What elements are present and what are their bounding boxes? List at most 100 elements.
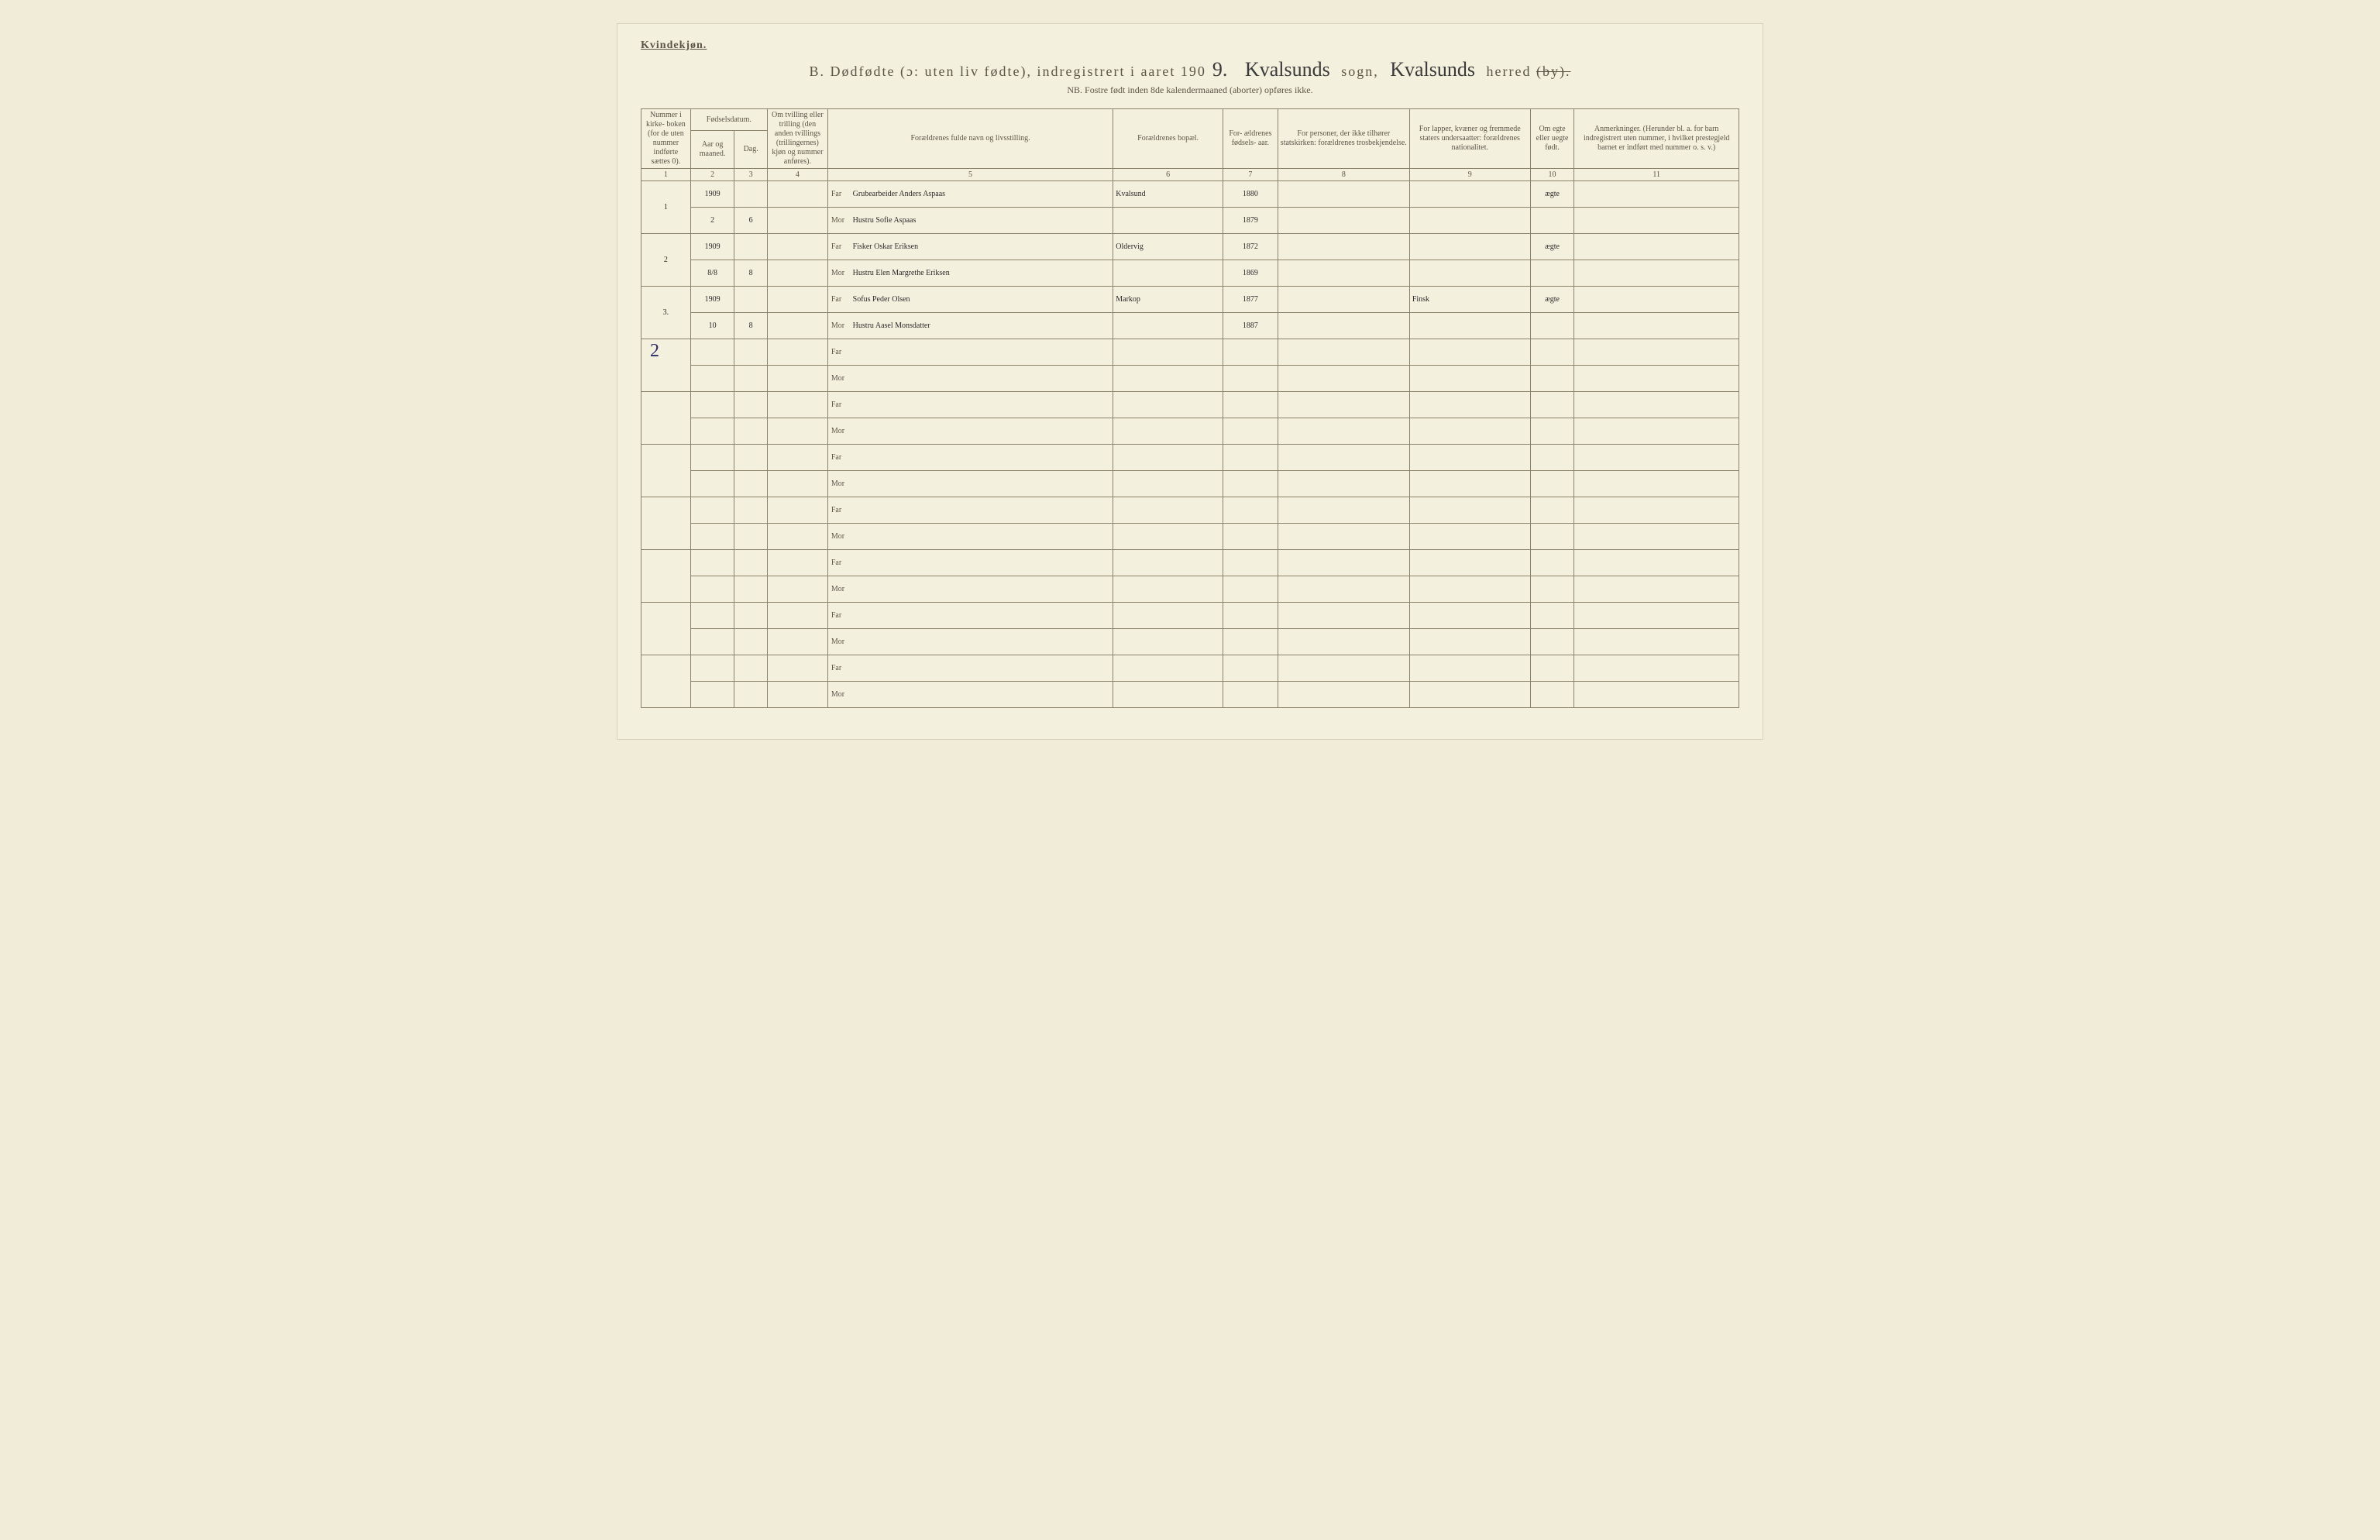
cell-name-mor [850, 629, 1113, 655]
cell-nat [1409, 181, 1530, 208]
col-header-3: Dag. [734, 131, 768, 169]
cell-year-month [690, 550, 734, 576]
cell-nat [1409, 576, 1530, 603]
cell-bopael: Kvalsund [1113, 181, 1223, 208]
role-label-far: Far [827, 339, 849, 366]
cell-bopael [1113, 208, 1223, 234]
cell-day [734, 366, 768, 392]
col-header-10: Om egte eller uegte født. [1530, 109, 1574, 169]
cell-num: 1 [641, 181, 691, 234]
cell-year-month [690, 366, 734, 392]
cell-egte [1530, 208, 1574, 234]
cell-nat [1409, 629, 1530, 655]
cell-bopael [1113, 629, 1223, 655]
cell-twin [767, 287, 827, 313]
cell-name-mor [850, 576, 1113, 603]
cell-birthyear: 1879 [1223, 208, 1278, 234]
col-header-1: Nummer i kirke- boken (for de uten numme… [641, 109, 691, 169]
cell-egte [1530, 366, 1574, 392]
cell-year-month: 8/8 [690, 260, 734, 287]
cell-birthyear [1223, 524, 1278, 550]
table-row-mor: 108MorHustru Aasel Monsdatter1887 [641, 313, 1739, 339]
cell-tros [1278, 418, 1409, 445]
cell-day [734, 418, 768, 445]
cell-tros [1278, 392, 1409, 418]
cell-num [641, 445, 691, 497]
table-row-far: Far [641, 497, 1739, 524]
role-label-mor: Mor [827, 366, 849, 392]
col-header-6: Forældrenes bopæl. [1113, 109, 1223, 169]
cell-name-far: Fisker Oskar Eriksen [850, 234, 1113, 260]
table-row-far: Far [641, 392, 1739, 418]
colnum: 7 [1223, 169, 1278, 181]
colnum: 6 [1113, 169, 1223, 181]
cell-year-month [690, 576, 734, 603]
role-label-mor: Mor [827, 208, 849, 234]
role-label-mor: Mor [827, 576, 849, 603]
cell-egte [1530, 655, 1574, 682]
register-table: Nummer i kirke- boken (for de uten numme… [641, 108, 1739, 708]
cell-nat [1409, 313, 1530, 339]
cell-nat [1409, 655, 1530, 682]
col-header-5: Forældrenes fulde navn og livsstilling. [827, 109, 1113, 169]
cell-nat [1409, 392, 1530, 418]
table-row-far: Far [641, 445, 1739, 471]
cell-bopael [1113, 655, 1223, 682]
cell-anm [1574, 418, 1739, 445]
cell-nat [1409, 366, 1530, 392]
cell-day [734, 497, 768, 524]
colnum: 9 [1409, 169, 1530, 181]
cell-egte [1530, 550, 1574, 576]
cell-day [734, 655, 768, 682]
cell-birthyear [1223, 366, 1278, 392]
cell-twin [767, 208, 827, 234]
role-label-far: Far [827, 655, 849, 682]
cell-tros [1278, 287, 1409, 313]
role-label-far: Far [827, 603, 849, 629]
table-row-mor: Mor [641, 576, 1739, 603]
col-header-2-group: Fødselsdatum. [690, 109, 767, 131]
cell-year-month: 1909 [690, 287, 734, 313]
column-number-row: 1 2 3 4 5 6 7 8 9 10 11 [641, 169, 1739, 181]
role-label-mor: Mor [827, 471, 849, 497]
table-row-mor: 26MorHustru Sofie Aspaas1879 [641, 208, 1739, 234]
cell-egte [1530, 392, 1574, 418]
cell-day [734, 550, 768, 576]
cell-year-month [690, 418, 734, 445]
cell-bopael [1113, 550, 1223, 576]
table-row-far: Far [641, 339, 1739, 366]
cell-num [641, 603, 691, 655]
cell-tros [1278, 181, 1409, 208]
cell-name-far [850, 550, 1113, 576]
cell-nat [1409, 418, 1530, 445]
cell-birthyear: 1880 [1223, 181, 1278, 208]
cell-nat [1409, 603, 1530, 629]
role-label-mor: Mor [827, 682, 849, 708]
cell-birthyear [1223, 339, 1278, 366]
table-row-far: 3.1909FarSofus Peder OlsenMarkop1877Fins… [641, 287, 1739, 313]
table-body: 11909FarGrubearbeider Anders AspaasKvals… [641, 181, 1739, 708]
cell-egte [1530, 603, 1574, 629]
col-header-8: For personer, der ikke tilhører statskir… [1278, 109, 1409, 169]
cell-name-mor [850, 366, 1113, 392]
cell-nat [1409, 524, 1530, 550]
table-row-mor: Mor [641, 418, 1739, 445]
cell-twin [767, 655, 827, 682]
cell-nat [1409, 445, 1530, 471]
cell-year-month [690, 497, 734, 524]
cell-nat [1409, 471, 1530, 497]
cell-birthyear: 1887 [1223, 313, 1278, 339]
cell-egte [1530, 629, 1574, 655]
colnum: 11 [1574, 169, 1739, 181]
cell-egte [1530, 471, 1574, 497]
table-row-far: Far [641, 550, 1739, 576]
cell-name-mor [850, 471, 1113, 497]
cell-year-month [690, 471, 734, 497]
role-label-mor: Mor [827, 260, 849, 287]
cell-year-month: 1909 [690, 234, 734, 260]
cell-day [734, 603, 768, 629]
cell-name-far [850, 392, 1113, 418]
cell-nat [1409, 260, 1530, 287]
cell-birthyear [1223, 445, 1278, 471]
cell-nat [1409, 208, 1530, 234]
